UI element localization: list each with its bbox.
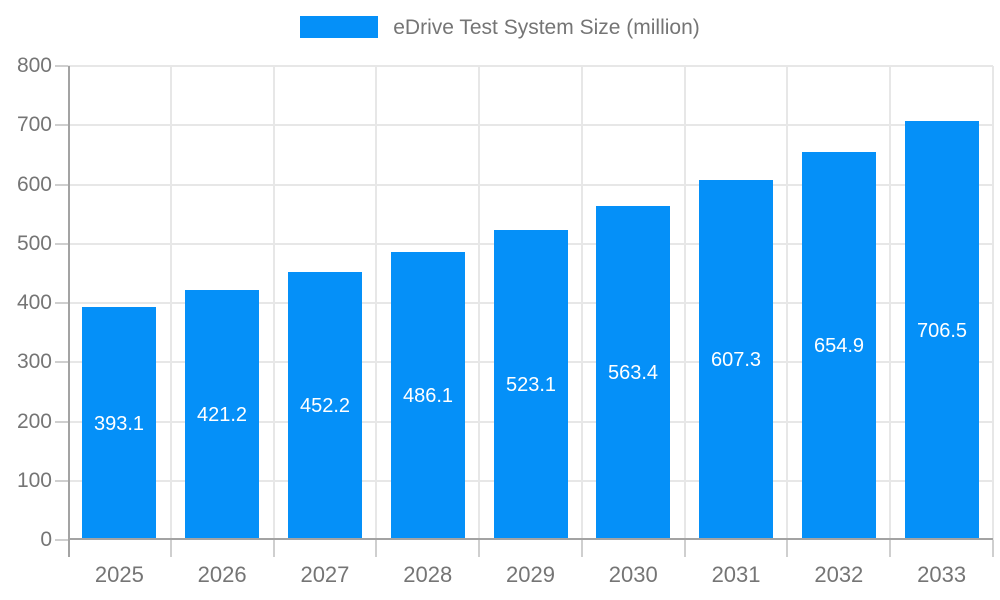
y-axis-tick	[55, 302, 68, 304]
gridline-horizontal	[68, 124, 993, 127]
bar-value-label: 421.2	[196, 404, 248, 426]
x-axis-tick-label: 2028	[403, 562, 453, 587]
bar-value-label: 607.3	[710, 349, 762, 371]
bar-2025[interactable]: 393.1	[82, 307, 156, 540]
x-axis-tick	[786, 540, 789, 557]
gridline-horizontal	[68, 65, 993, 67]
x-axis-tick-label: 2029	[506, 562, 555, 587]
x-axis-tick-label: 2031	[711, 562, 761, 587]
x-axis-tick-label: 2025	[94, 562, 144, 587]
x-axis-tick	[375, 540, 378, 557]
y-axis-tick-label: 600	[16, 172, 52, 196]
bar-value-label: 654.9	[813, 335, 865, 357]
gridline-horizontal	[68, 183, 993, 186]
x-axis-tick-label: 2026	[197, 562, 247, 587]
y-axis-tick	[55, 242, 68, 245]
bar-2029[interactable]: 523.1	[494, 230, 568, 540]
x-axis-tick	[889, 540, 892, 557]
y-axis-tick-label: 100	[16, 468, 52, 492]
x-axis-tick-label: 2032	[814, 562, 864, 587]
gridline-vertical	[889, 66, 892, 540]
y-axis-tick	[55, 124, 68, 127]
y-axis-tick	[55, 183, 68, 186]
y-axis-tick-label: 500	[16, 231, 52, 255]
y-axis-tick-label: 200	[16, 409, 52, 433]
x-axis-labels: 2025 2026 2027 2028 2029 2030 2031 2032 2033	[68, 560, 993, 590]
y-axis-tick	[55, 539, 68, 541]
gridline-vertical	[169, 66, 172, 540]
x-axis-tick	[580, 540, 583, 557]
bar-2033[interactable]: 706.5	[905, 121, 979, 540]
x-axis-tick-label: 2030	[608, 562, 658, 587]
legend-label: eDrive Test System Size (million)	[393, 15, 700, 39]
gridline-vertical	[478, 66, 481, 540]
y-axis-tick	[55, 361, 68, 364]
y-axis-labels: 0 100 200 300 400 500 600 700 800	[0, 54, 52, 551]
legend-item[interactable]: eDrive Test System Size (million)	[0, 16, 1000, 38]
bar-2026[interactable]: 421.2	[185, 290, 259, 540]
bar-2030[interactable]: 563.4	[596, 206, 670, 540]
legend-swatch	[300, 16, 379, 38]
gridline-vertical	[375, 66, 378, 540]
gridline-vertical	[992, 66, 994, 540]
y-axis-tick	[55, 420, 68, 423]
x-axis-tick-label: 2033	[917, 562, 967, 587]
y-axis-tick-label: 400	[16, 291, 52, 314]
x-axis-tick	[683, 540, 686, 557]
x-axis-line	[68, 538, 993, 540]
y-axis-line	[68, 66, 70, 557]
y-axis-tick-label: 700	[16, 113, 52, 137]
y-axis-tick	[55, 479, 68, 482]
bar-value-label: 523.1	[505, 374, 557, 396]
y-axis-tick-label: 0	[40, 528, 52, 551]
plot-area: 393.1 421.2 452.2 486.1 523.1 563.4 607.3 654.9…	[55, 65, 994, 557]
x-axis-tick-label: 2027	[300, 562, 350, 587]
bar-value-label: 563.4	[607, 362, 659, 384]
bar-value-label: 706.5	[916, 319, 968, 342]
y-axis-tick-label: 800	[16, 54, 52, 77]
gridline-vertical	[580, 66, 583, 540]
bar-value-label: 452.2	[299, 395, 351, 417]
gridline-vertical	[786, 66, 789, 540]
y-axis-tick	[55, 65, 68, 67]
bar-2027[interactable]: 452.2	[288, 272, 362, 540]
bar-2031[interactable]: 607.3	[699, 180, 773, 540]
x-axis-tick	[478, 540, 481, 557]
x-axis-tick	[169, 540, 172, 557]
bar-value-label: 486.1	[402, 385, 454, 407]
gridline-vertical	[272, 66, 275, 540]
bar-2032[interactable]: 654.9	[802, 152, 876, 540]
gridline-vertical	[683, 66, 686, 540]
bar-2028[interactable]: 486.1	[391, 252, 465, 540]
x-axis-tick	[992, 540, 994, 557]
y-axis-tick-label: 300	[16, 350, 52, 374]
bar-value-label: 393.1	[93, 412, 145, 435]
x-axis-tick	[272, 540, 275, 557]
